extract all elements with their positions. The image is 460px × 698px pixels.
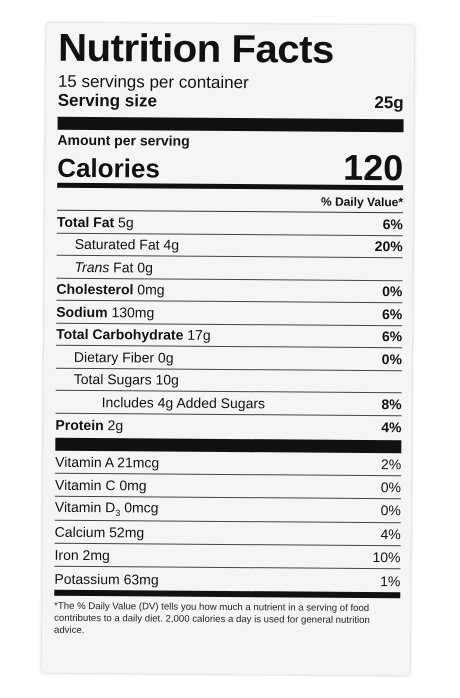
- vitamin-dv: 0%: [380, 479, 402, 496]
- vitamin-name-main: Vitamin D: [54, 498, 116, 516]
- vitamin-name: Iron 2mg: [54, 546, 110, 564]
- servings-per-container: 15 servings per container: [57, 71, 249, 93]
- nutrient-name: Total Fat 5g: [57, 214, 134, 231]
- nutrient-row-added-sugars: Includes 4g Added Sugars 8%: [55, 390, 402, 416]
- nutrient-name: Trans Fat 0g: [57, 259, 153, 276]
- calories-value: 120: [343, 146, 404, 189]
- daily-value-header: % Daily Value*: [320, 194, 404, 210]
- vitamin-dv: 2%: [380, 456, 402, 473]
- vitamin-dv: 4%: [380, 525, 401, 542]
- vitamin-row-potassium: Potassium 63mg 1%: [54, 567, 400, 593]
- nutrient-name: Cholesterol 0mg: [56, 281, 164, 298]
- footnote-divider: [54, 589, 401, 599]
- nutrient-dv: 6%: [382, 215, 403, 232]
- nutrient-dv: 0%: [381, 350, 402, 367]
- vitamin-dv: 0%: [380, 502, 401, 519]
- nutrient-bold: Total Fat: [56, 213, 115, 230]
- nutrient-row-total-carbohydrate: Total Carbohydrate 17g 6%: [56, 323, 403, 349]
- vitamin-name: Calcium 52mg: [54, 523, 145, 541]
- vitamin-row-calcium: Calcium 52mg 4%: [54, 520, 401, 546]
- nutrient-bold: Total Carbohydrate: [56, 326, 184, 343]
- label-title: Nutrition Facts: [57, 26, 334, 72]
- vitamin-dv: 1%: [380, 572, 401, 589]
- nutrient-dv: 0%: [382, 283, 403, 300]
- nutrient-amount: 17g: [183, 326, 211, 344]
- serving-size-row: Serving size 25g: [58, 91, 404, 113]
- nutrient-bold: Protein: [55, 416, 104, 433]
- nutrient-name: Protein 2g: [55, 417, 123, 433]
- nutrient-row-sodium: Sodium 130mg 6%: [56, 300, 403, 326]
- nutrient-amount: 5g: [114, 213, 134, 231]
- nutrient-name: Includes 4g Added Sugars: [101, 393, 266, 412]
- calories-label: Calories: [57, 152, 160, 184]
- nutrient-bold: Cholesterol: [56, 281, 134, 298]
- nutrient-name: Dietary Fiber 0g: [73, 348, 174, 366]
- nutrient-amount: 0mg: [133, 281, 165, 298]
- nutrition-label-content: Nutrition Facts 15 servings per containe…: [54, 27, 404, 640]
- nutrient-dv: 8%: [381, 395, 402, 412]
- vitamin-name: Vitamin D3 0mcg: [55, 499, 159, 519]
- calories-row: Calories 120: [57, 146, 404, 189]
- nutrient-amount: 130mg: [107, 303, 155, 321]
- serving-size-value: 25g: [374, 93, 404, 113]
- thick-divider: [57, 116, 404, 133]
- nutrient-row-dietary-fiber: Dietary Fiber 0g 0%: [55, 345, 403, 371]
- vitamin-amount: 0mcg: [120, 499, 159, 516]
- nutrient-name: Total Sugars 10g: [73, 371, 179, 388]
- nutrient-dv: 6%: [381, 328, 403, 345]
- nutrient-bold: Sodium: [56, 303, 108, 320]
- nutrition-label: Nutrition Facts 15 servings per containe…: [41, 22, 415, 676]
- vitamin-row-iron: Iron 2mg 10%: [54, 543, 401, 570]
- serving-size-label: Serving size: [57, 90, 158, 111]
- nutrient-dv: 4%: [381, 418, 402, 435]
- vitamin-name: Potassium 63mg: [54, 570, 159, 588]
- nutrient-italic: Trans: [74, 258, 110, 275]
- nutrient-row-total-fat: Total Fat 5g 6%: [56, 210, 403, 236]
- nutrient-row-saturated-fat: Saturated Fat 4g 20%: [56, 233, 403, 259]
- vitamin-row-c: Vitamin C 0mg 0%: [54, 473, 402, 500]
- vitamin-name: Vitamin C 0mg: [54, 477, 147, 494]
- nutrient-row-cholesterol: Cholesterol 0mg 0%: [56, 278, 403, 304]
- nutrient-amount: Fat 0g: [109, 258, 153, 276]
- nutrient-name: Saturated Fat 4g: [74, 236, 180, 253]
- nutrient-name: Total Carbohydrate 17g: [56, 326, 211, 343]
- nutrient-row-trans-fat: Trans Fat 0g: [56, 255, 403, 281]
- vitamin-name: Vitamin A 21mcg: [55, 453, 160, 471]
- nutrient-row-total-sugars: Total Sugars 10g: [55, 368, 402, 394]
- vitamin-dv: 10%: [372, 548, 401, 566]
- footnote: *The % Daily Value (DV) tells you how mu…: [53, 600, 370, 637]
- nutrient-row-protein: Protein 2g 4%: [55, 413, 401, 438]
- nutrient-dv: 6%: [381, 305, 403, 322]
- vitamin-row-d: Vitamin D3 0mcg 0%: [54, 497, 401, 523]
- nutrient-amount: 2g: [103, 416, 124, 434]
- vitamin-row-a: Vitamin A 21mcg 2%: [55, 450, 402, 477]
- nutrient-dv: 20%: [374, 238, 403, 255]
- nutrient-name: Sodium 130mg: [56, 304, 154, 321]
